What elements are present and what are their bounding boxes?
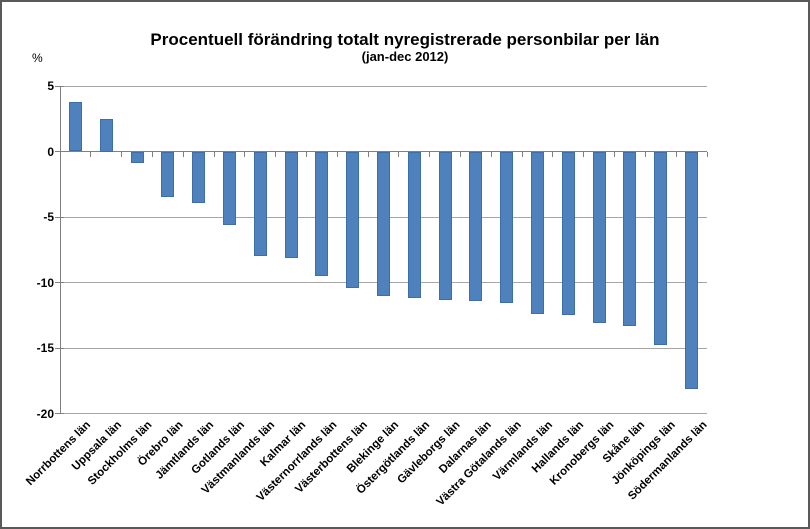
bar [438,151,452,300]
y-axis-line [60,86,61,414]
x-axis-tick [429,151,431,157]
x-axis-tick [552,151,554,157]
y-axis-tick-label: -15 [36,341,54,355]
bar [623,151,637,326]
chart-subtitle: (jan-dec 2012) [361,49,449,64]
gridline [60,347,707,349]
bar [161,151,175,198]
x-axis-tick [59,151,61,157]
bar [531,151,545,314]
y-axis-tick-label: -5 [43,210,54,224]
y-axis-tick [55,216,64,218]
x-axis-tick [367,151,369,157]
bar [192,151,206,203]
bar [130,151,144,164]
x-axis-tick [213,151,215,157]
y-axis-tick-label: 5 [47,79,54,93]
y-axis-unit-label: % [32,51,43,65]
bar [561,151,575,316]
x-axis-tick [398,151,400,157]
y-axis-tick [55,347,64,349]
y-axis-tick-label: -10 [36,275,54,290]
x-axis-tick [90,151,92,157]
bar [377,151,390,296]
y-axis-tick-label: -20 [36,406,54,421]
y-axis-tick [55,413,64,414]
x-axis-tick [182,151,184,157]
bar [469,151,483,301]
x-axis-tick [490,151,492,157]
gridline [60,85,707,87]
x-axis-tick [675,151,677,157]
x-axis-tick [614,151,616,157]
bar [346,151,360,288]
y-axis-tick [55,85,64,87]
x-axis-tick [644,151,646,157]
x-axis-tick [151,151,153,157]
y-axis-tick [55,282,64,283]
bar [253,151,267,257]
bar [222,151,236,225]
bar [592,151,606,324]
bar [654,151,668,346]
x-axis-tick [121,151,123,157]
bar [685,151,699,389]
x-axis-tick [460,151,462,157]
x-axis-tick [521,151,523,157]
bar [68,101,82,152]
x-axis-tick [275,151,277,157]
x-axis-tick [336,151,338,157]
bar [99,118,113,152]
chart-title: Procentuell förändring totalt nyregistre… [150,30,660,49]
x-axis-tick [244,151,246,157]
bar [407,151,421,299]
bar [315,151,329,276]
gridline [60,413,707,414]
bar [284,151,298,258]
x-axis-tick [305,151,307,157]
x-axis-tick [706,151,708,157]
bar [500,151,514,304]
x-axis-tick [583,151,585,157]
y-axis-tick-label: 0 [47,144,54,159]
